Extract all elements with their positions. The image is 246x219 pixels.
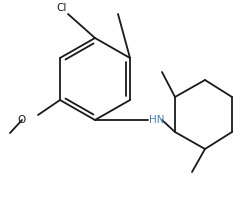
Text: HN: HN: [149, 115, 165, 125]
Text: Cl: Cl: [57, 3, 67, 13]
Text: O: O: [18, 115, 26, 125]
